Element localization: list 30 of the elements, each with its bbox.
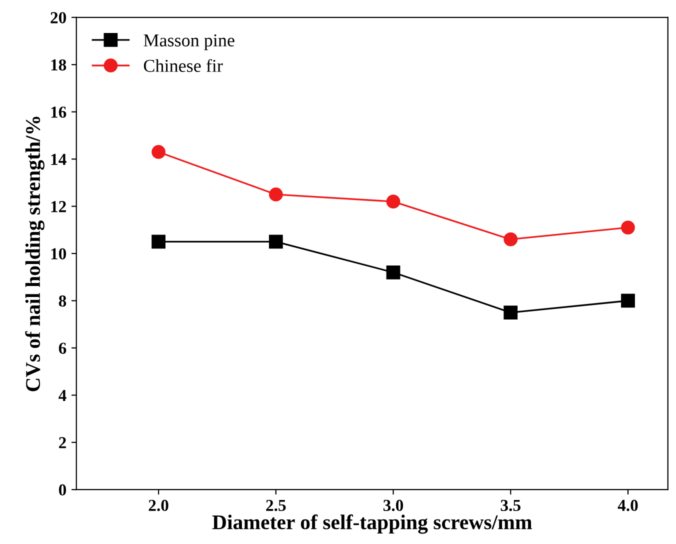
y-tick-label: 2 bbox=[59, 437, 66, 448]
legend-label: Chinese fir bbox=[144, 59, 223, 72]
point bbox=[504, 232, 518, 246]
y-tick-label: 10 bbox=[51, 248, 66, 260]
point bbox=[621, 294, 635, 308]
x-tick-label: 3.5 bbox=[500, 500, 520, 512]
y-tick-label: 20 bbox=[50, 12, 66, 24]
x-tick-label: 2.0 bbox=[148, 500, 168, 512]
point bbox=[621, 220, 635, 234]
y-tick-label: 8 bbox=[58, 295, 66, 307]
x-tick-label: 4.0 bbox=[618, 500, 638, 512]
y-tick-label: 16 bbox=[51, 106, 66, 118]
x-tick-label: 3.0 bbox=[383, 500, 404, 512]
point bbox=[268, 188, 283, 202]
y-tick-label: 18 bbox=[51, 59, 66, 71]
y-tick-label: 12 bbox=[51, 201, 66, 212]
point bbox=[152, 234, 166, 249]
x-tick-label: 2.5 bbox=[266, 500, 286, 512]
y-tick-label: 4 bbox=[58, 390, 66, 401]
point bbox=[268, 234, 283, 249]
y-axis-title: CVs of nail holding strength/% bbox=[25, 116, 44, 392]
x-axis-title: Diameter of self-tapping screws/mm bbox=[212, 514, 532, 534]
y-tick-label: 6 bbox=[58, 342, 66, 354]
y-tick-label: 0 bbox=[58, 484, 66, 496]
point bbox=[152, 145, 166, 159]
point bbox=[504, 306, 518, 320]
legend-label: Masson pine bbox=[144, 34, 234, 50]
point bbox=[386, 194, 400, 209]
point bbox=[386, 265, 400, 280]
y-tick-label: 14 bbox=[51, 154, 66, 165]
